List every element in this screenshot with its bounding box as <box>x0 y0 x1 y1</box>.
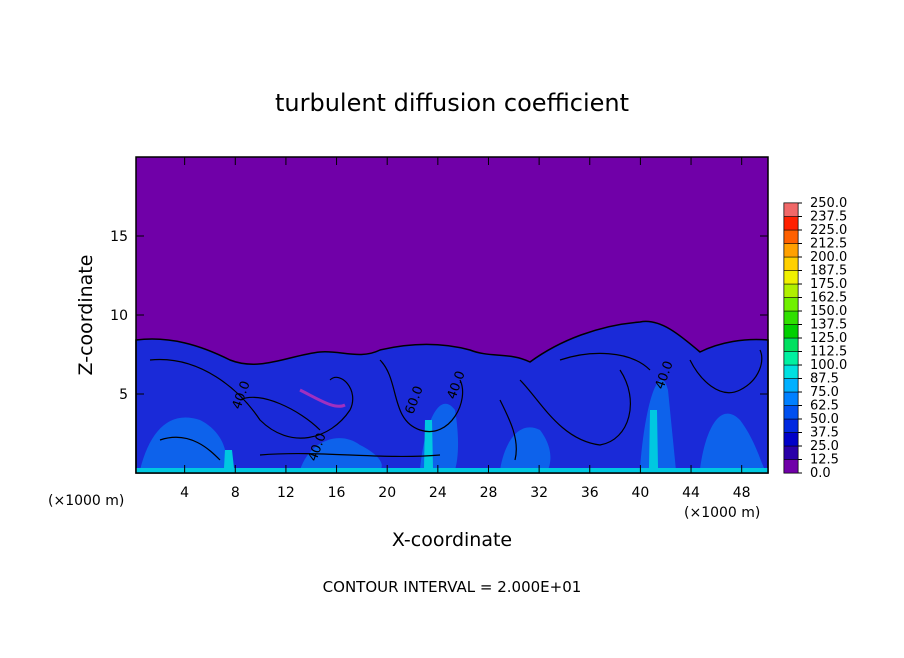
colorbar-band <box>783 432 799 447</box>
colorbar-band <box>783 216 799 231</box>
x-axis-label: X-coordinate <box>392 529 512 551</box>
colorbar-label: 137.5 <box>810 318 847 333</box>
colorbar-label: 0.0 <box>810 466 831 481</box>
colorbar-band <box>783 364 799 379</box>
field <box>135 157 769 474</box>
colorbar-label: 187.5 <box>810 264 847 279</box>
chart-title: turbulent diffusion coefficient <box>275 89 629 117</box>
colorbar-label: 25.0 <box>810 439 839 454</box>
colorbar-label: 12.5 <box>810 453 839 468</box>
x-tick-label: 16 <box>328 485 346 501</box>
colorbar-band <box>783 324 799 339</box>
x-tick-label: 4 <box>180 485 189 501</box>
colorbar-band <box>783 405 799 420</box>
colorbar-band <box>783 418 799 433</box>
colorbar-label: 162.5 <box>810 291 847 306</box>
colorbar-band <box>783 337 799 352</box>
x-tick-label: 28 <box>480 485 498 501</box>
colorbar-label: 37.5 <box>810 426 839 441</box>
colorbar-label: 100.0 <box>810 358 847 373</box>
colorbar-band <box>783 351 799 366</box>
x-tick-label: 40 <box>631 485 649 501</box>
x-tick-label: 8 <box>231 485 240 501</box>
colorbar-band <box>783 378 799 393</box>
y-axis-label: Z-coordinate <box>75 255 97 376</box>
contour-interval: CONTOUR INTERVAL = 2.000E+01 <box>323 578 582 596</box>
x-tick-label: 36 <box>581 485 599 501</box>
colorbar-label: 175.0 <box>810 277 847 292</box>
field-light-patch <box>140 379 765 470</box>
colorbar-band <box>783 459 799 474</box>
colorbar-band <box>783 445 799 460</box>
colorbar-label: 237.5 <box>810 210 847 225</box>
colorbar-label: 225.0 <box>810 223 847 238</box>
colorbar-band <box>783 256 799 271</box>
colorbar-label: 150.0 <box>810 304 847 319</box>
colorbar-label: 200.0 <box>810 250 847 265</box>
field-pink-streak <box>299 388 346 408</box>
x-tick-label: 44 <box>682 485 700 501</box>
colorbar-band <box>783 270 799 285</box>
y-tick-label: 15 <box>110 229 128 245</box>
colorbar-label: 125.0 <box>810 331 847 346</box>
x-tick-label: 32 <box>530 485 548 501</box>
x-unit-right: (×1000 m) <box>684 505 760 521</box>
x-unit-left: (×1000 m) <box>48 493 124 509</box>
colorbar-band <box>783 297 799 312</box>
colorbar-label: 75.0 <box>810 385 839 400</box>
colorbar-label: 50.0 <box>810 412 839 427</box>
contour-lines <box>149 349 763 461</box>
x-tick-label: 24 <box>429 485 447 501</box>
colorbar-label: 87.5 <box>810 372 839 387</box>
colorbar-label: 212.5 <box>810 237 847 252</box>
y-tick-label: 5 <box>119 387 128 403</box>
colorbar-band <box>783 243 799 258</box>
field-blue-region <box>135 320 769 474</box>
y-tick-label: 10 <box>110 308 128 324</box>
colorbar-band <box>783 202 799 217</box>
colorbar-label: 62.5 <box>810 399 839 414</box>
x-tick-label: 48 <box>733 485 751 501</box>
colorbar-band <box>783 310 799 325</box>
colorbar-label: 250.0 <box>810 196 847 211</box>
colorbar-band <box>783 229 799 244</box>
x-tick-label: 20 <box>378 485 396 501</box>
colorbar-label: 112.5 <box>810 345 847 360</box>
x-tick-label: 12 <box>277 485 295 501</box>
colorbar-band <box>783 391 799 406</box>
colorbar-band <box>783 283 799 298</box>
